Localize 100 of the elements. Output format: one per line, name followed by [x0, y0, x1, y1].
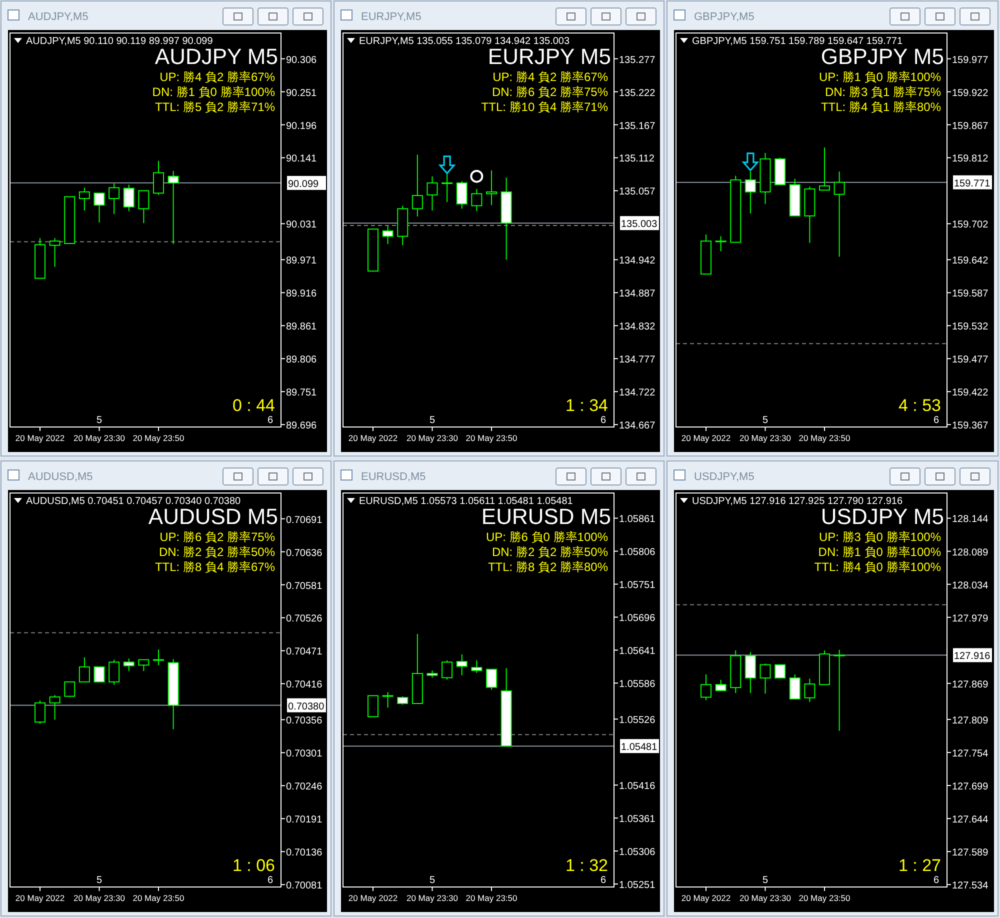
y-tick-label: 127.754 [952, 748, 989, 760]
candlestick [789, 674, 800, 700]
annotation: 6 [600, 415, 606, 426]
text: AUDJPY M5 [154, 44, 278, 69]
y-tick-label: 127.809 [952, 715, 989, 726]
candlestick [774, 664, 786, 678]
y-tick-label: 1.05751 [619, 580, 656, 592]
text: AUDUSD,M5 [28, 471, 93, 483]
candlestick [700, 674, 712, 701]
candlestick [123, 658, 134, 672]
annotation: TTL: 勝8 負4 勝率67% [154, 560, 276, 574]
y-tick-label: 159.587 [952, 288, 989, 300]
x-tick-label: 20 May 2022 [15, 893, 65, 903]
candlestick [426, 176, 438, 212]
x-tick-label: 20 May 23:50 [798, 433, 851, 443]
x-tick-label: 20 May 23:30 [739, 893, 792, 903]
annotation: DN: 勝2 負2 勝率50% [492, 545, 608, 559]
y-tick-label: 127.589 [952, 848, 989, 859]
y-tick-label: 159.642 [952, 256, 989, 267]
annotation: 6 [933, 415, 940, 426]
annotation: 6 [267, 415, 274, 426]
y-tick-label: 159.867 [952, 120, 989, 132]
y-tick-label: 1.05641 [619, 646, 656, 658]
y-tick-label: 159.367 [952, 420, 989, 432]
y-tick-label: 127.699 [952, 781, 989, 792]
candlestick [456, 180, 468, 210]
annotation: DN: 勝3 負1 勝率75% [824, 85, 942, 99]
annotation: DN: 勝6 負2 勝率75% [492, 85, 608, 99]
annotation: 0 : 44 [232, 396, 275, 415]
annotation: UP: 勝3 負0 勝率100% [818, 530, 942, 544]
y-tick-label: 1.05586 [619, 679, 656, 690]
candlestick [442, 172, 453, 203]
chart-subtitle: GBPJPY,M5 159.751 159.789 159.647 159.771 [692, 36, 903, 47]
candlestick [49, 238, 60, 268]
x-tick-label: 20 May 23:30 [73, 893, 126, 903]
candlestick [108, 183, 120, 215]
text: AUDJPY,M5 [28, 11, 88, 23]
candlestick [78, 187, 90, 212]
y-tick-label: 90.196 [286, 120, 318, 132]
y-tick-label: 1.05861 [619, 514, 656, 526]
text: EURJPY,M5 [361, 11, 422, 23]
y-tick-label: 0.70416 [286, 680, 323, 691]
ref-line-label: 135.003 [621, 219, 658, 230]
candlestick [64, 681, 76, 698]
annotation: DN: 勝2 負2 勝率50% [158, 545, 276, 559]
text: EURUSD M5 [481, 504, 611, 529]
candlestick [412, 154, 423, 218]
candlestick [368, 695, 378, 718]
y-tick-label: 89.971 [286, 256, 318, 267]
y-tick-label: 0.70081 [286, 880, 323, 892]
y-tick-label: 159.922 [952, 88, 989, 99]
annotation: 5 [429, 875, 436, 886]
candlestick [153, 160, 164, 196]
y-tick-label: 0.70471 [286, 646, 323, 658]
text: EURUSD,M5 [361, 471, 426, 483]
candlestick [138, 190, 150, 224]
annotation: 5 [96, 415, 102, 426]
candlestick [94, 666, 105, 682]
candlestick [744, 171, 756, 214]
annotation: 5 [762, 875, 768, 886]
candlestick [153, 649, 164, 666]
y-tick-label: 134.722 [619, 388, 656, 399]
candlestick [715, 236, 726, 252]
candlestick [94, 192, 105, 224]
y-tick-label: 127.534 [952, 880, 989, 892]
y-tick-label: 0.70526 [286, 614, 323, 625]
x-tick-label: 20 May 23:30 [406, 433, 458, 443]
x-tick-label: 20 May 2022 [681, 433, 731, 443]
candlestick [760, 663, 771, 694]
candlestick [49, 694, 60, 720]
annotation: TTL: 勝5 負2 勝率71% [154, 100, 276, 114]
annotation: UP: 勝1 負0 勝率100% [818, 70, 942, 84]
y-tick-label: 89.751 [286, 388, 318, 399]
text: USDJPY M5 [820, 504, 944, 529]
x-tick-label: 20 May 23:50 [132, 893, 185, 903]
y-tick-label: 0.70191 [286, 814, 323, 826]
annotation: UP: 勝6 負2 勝率75% [160, 530, 276, 544]
y-tick-label: 135.057 [619, 186, 656, 198]
annotation: 5 [429, 415, 436, 426]
annotation: DN: 勝1 負0 勝率100% [818, 545, 942, 559]
annotation: 5 [762, 415, 768, 426]
chart-subtitle: USDJPY,M5 127.916 127.925 127.790 127.916 [692, 496, 903, 507]
y-tick-label: 1.05806 [619, 547, 656, 558]
annotation: 1 : 27 [898, 856, 941, 875]
x-tick-label: 20 May 2022 [348, 893, 398, 903]
y-tick-label: 159.812 [952, 154, 989, 165]
candlestick [168, 170, 179, 245]
text: USDJPY,M5 [694, 471, 754, 483]
candlestick [456, 654, 468, 676]
y-tick-label: 89.806 [286, 354, 318, 366]
x-tick-label: 20 May 23:50 [466, 433, 518, 443]
y-tick-label: 1.05526 [619, 715, 656, 726]
y-tick-label: 90.306 [286, 54, 318, 66]
chart-subtitle: EURUSD,M5 1.05573 1.05611 1.05481 1.05481 [359, 496, 574, 507]
y-tick-label: 128.089 [952, 547, 989, 558]
annotation: TTL: 勝8 負2 勝率80% [488, 560, 608, 574]
candlestick [382, 692, 394, 708]
y-tick-label: 1.05251 [619, 880, 656, 891]
y-tick-label: 90.251 [286, 88, 318, 99]
y-tick-label: 159.532 [952, 322, 989, 333]
